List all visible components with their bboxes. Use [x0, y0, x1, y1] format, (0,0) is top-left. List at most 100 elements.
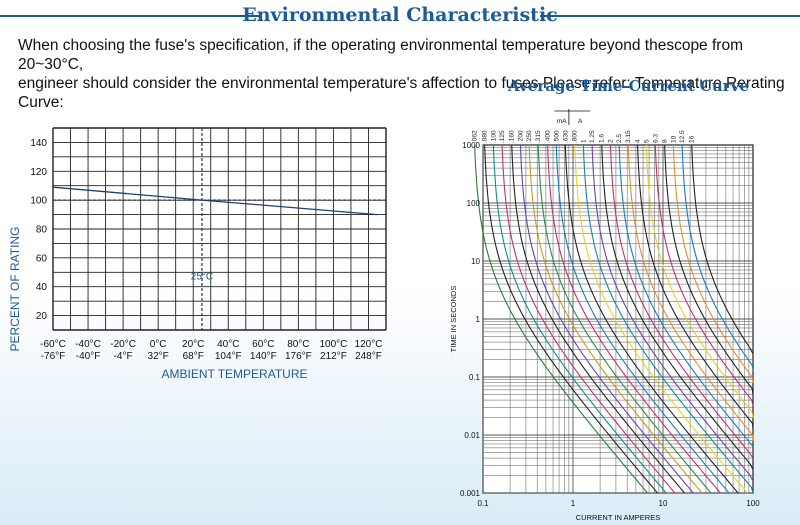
rating-label: .125 — [499, 130, 506, 143]
fuse-curve — [654, 144, 754, 407]
y-tick-label: 100 — [30, 196, 47, 207]
y-tick-label: 60 — [36, 253, 48, 264]
rating-label: 5 — [643, 139, 650, 143]
y-tick-label: 1 — [476, 315, 481, 324]
fuse-curve — [537, 144, 712, 494]
rating-label: 4 — [635, 139, 642, 143]
rating-label: 2.5 — [616, 134, 623, 143]
y-tick-label: 40 — [36, 282, 48, 293]
fuse-curve — [691, 144, 754, 355]
x-tick-label: 1 — [571, 499, 576, 508]
rating-label: 10 — [670, 135, 677, 143]
y-tick-label: 100 — [467, 199, 481, 208]
rating-label: .315 — [535, 130, 542, 143]
fuse-curve — [591, 144, 754, 482]
x-tick-label-celsius: 120°C — [355, 339, 383, 350]
rating-label: .250 — [526, 130, 533, 143]
rating-label: .200 — [518, 130, 525, 143]
fuse-curve — [528, 144, 703, 494]
y-tick-label: 80 — [36, 225, 48, 236]
time-current-tick-labels: 0.1 1 10 100 1000 100 10 1 0.1 0.01 0.001 — [460, 141, 760, 508]
header-rule-left — [0, 15, 262, 17]
x-tick-label-celsius: 40°C — [217, 339, 239, 350]
x-tick-label-celsius: -60°C — [40, 339, 66, 350]
intro-text: When choosing the fuse's specification, … — [18, 36, 798, 112]
temperature-derating-chart: 25°C PERCENT OF RATING AMBIENT TEMPERATU… — [8, 127, 387, 381]
rating-label: .630 — [562, 130, 569, 143]
rating-label: .160 — [509, 130, 516, 143]
unit-label-amps: A — [578, 118, 583, 125]
fuse-curve — [627, 144, 754, 441]
fuse-curve — [511, 144, 685, 494]
x-tick-label-celsius: -20°C — [110, 339, 136, 350]
rating-label: .100 — [490, 130, 497, 143]
y-tick-label: 0.1 — [469, 373, 481, 382]
fuse-curve — [664, 144, 754, 395]
fuse-curve — [484, 144, 658, 494]
rating-label: 12.5 — [679, 130, 686, 143]
x-tick-label: 100 — [746, 499, 760, 508]
curve-title: Average Time-Current Curve — [508, 77, 749, 95]
y-tick-label: 10 — [471, 257, 480, 266]
fuse-curve — [519, 144, 694, 494]
fuse-curve — [474, 144, 648, 494]
fuse-curve — [601, 144, 754, 471]
y-tick-label: 0.001 — [460, 489, 481, 498]
x-tick-label-fahrenheit: -40°F — [76, 351, 101, 362]
rating-label: 16 — [689, 135, 696, 143]
fuse-curve — [492, 144, 667, 494]
rating-label: .500 — [553, 130, 560, 143]
time-current-curves — [474, 144, 754, 494]
fuse-curve — [555, 144, 730, 494]
rating-label: .062 — [472, 130, 479, 143]
intro-line-1: When choosing the fuse's specification, … — [18, 37, 743, 73]
fuse-rating-labels: .062.080.100.125.160.200.250.315.400.500… — [472, 130, 696, 143]
rating-label: 6.3 — [652, 134, 659, 143]
fuse-curve — [672, 144, 754, 383]
x-tick-label-fahrenheit: 68°F — [183, 351, 204, 362]
fuse-curve — [681, 144, 754, 372]
x-tick-label: 10 — [659, 499, 668, 508]
time-current-chart: .062.080.100.125.160.200.250.315.400.500… — [449, 109, 760, 522]
rating-label: .800 — [572, 130, 579, 143]
unit-label-milliamps: mA — [557, 118, 567, 125]
x-tick-label-celsius: 60°C — [252, 339, 274, 350]
x-tick-label-fahrenheit: 32°F — [148, 351, 169, 362]
fuse-curve — [574, 144, 748, 494]
derating-y-axis-label: PERCENT OF RATING — [8, 227, 22, 352]
y-tick-label: 1000 — [462, 141, 480, 150]
rating-label: 1.25 — [589, 130, 596, 143]
x-tick-label: 0.1 — [477, 499, 489, 508]
x-tick-label-celsius: 20°C — [182, 339, 204, 350]
section-title: Environmental Characteristic — [242, 4, 558, 26]
time-current-x-axis-label: CURRENT IN AMPERES — [576, 513, 660, 522]
rating-label: 8 — [662, 139, 669, 143]
x-tick-label-fahrenheit: 212°F — [320, 351, 347, 362]
x-tick-label-celsius: 100°C — [319, 339, 347, 350]
rating-label: .400 — [545, 130, 552, 143]
time-current-y-axis-label: TIME IN SECONDS — [449, 286, 458, 353]
rating-label: .080 — [482, 130, 489, 143]
fuse-curve — [564, 144, 739, 494]
rating-label: 1 — [580, 139, 587, 143]
derating-grid — [52, 127, 387, 331]
x-tick-label-celsius: -40°C — [75, 339, 101, 350]
fuse-curve — [645, 144, 754, 418]
derating-series-line — [52, 186, 378, 216]
fuse-curve — [547, 144, 721, 494]
x-tick-label-fahrenheit: 140°F — [250, 351, 277, 362]
fuse-curve — [618, 144, 754, 447]
fuse-curve — [501, 144, 676, 494]
x-tick-label-celsius: 0°C — [150, 339, 167, 350]
y-tick-label: 140 — [30, 138, 47, 149]
derating-tick-labels: 140 120 100 80 60 40 20 -60°C-76°F -40°C-40°F -20… — [30, 138, 382, 362]
fuse-curve — [582, 144, 754, 494]
rating-label: 2 — [608, 139, 615, 143]
y-tick-label: 20 — [36, 311, 48, 322]
x-tick-label-fahrenheit: -4°F — [114, 351, 133, 362]
intro-line-2: engineer should consider the environment… — [18, 75, 785, 111]
rating-label: 1.6 — [599, 134, 606, 143]
x-tick-label-fahrenheit: 104°F — [215, 351, 242, 362]
rating-label: 3.15 — [625, 130, 632, 143]
x-tick-label-fahrenheit: 176°F — [285, 351, 312, 362]
